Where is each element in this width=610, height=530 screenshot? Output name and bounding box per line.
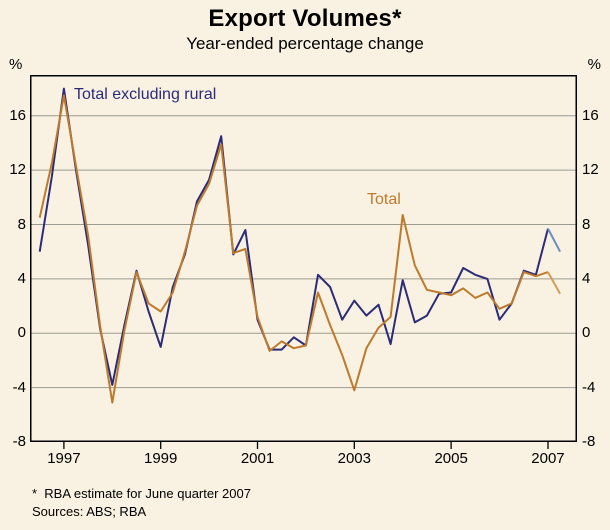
y-tick-label: 8 <box>17 215 26 233</box>
y-tick-label: -4 <box>582 378 596 396</box>
series-line-total-excluding-rural <box>38 87 549 386</box>
y-tick-label: -4 <box>12 378 26 396</box>
y-tick-label: 4 <box>17 269 26 287</box>
y-tick-label: 16 <box>582 106 599 124</box>
y-axis-unit-left: % <box>9 56 23 73</box>
x-tick-label: 2007 <box>531 450 565 467</box>
y-tick-label: 0 <box>17 324 26 342</box>
y-tick-label: 12 <box>9 161 26 179</box>
x-tick-label: 2001 <box>240 450 275 467</box>
y-tick-label: 4 <box>582 269 591 287</box>
sources: Sources: ABS; RBA <box>32 504 147 519</box>
series-label-total-excluding-rural: Total excluding rural <box>74 86 217 103</box>
y-tick-label: 16 <box>9 106 26 124</box>
footnote: * RBA estimate for June quarter 2007 <box>32 486 251 501</box>
y-axis-unit-right: % <box>587 56 601 73</box>
plot-area <box>30 75 577 452</box>
chart-title: Export Volumes* <box>208 5 402 32</box>
chart-subtitle: Year-ended percentage change <box>186 34 424 53</box>
plot-frame <box>30 75 577 442</box>
x-tick-label: 1999 <box>144 450 178 467</box>
series-line-total <box>38 94 549 404</box>
y-tick-label: -8 <box>12 433 26 450</box>
x-tick-label: 2003 <box>337 450 371 467</box>
series-label-total: Total <box>367 191 401 208</box>
x-tick-label: 2005 <box>434 450 468 467</box>
series-line-estimate <box>547 228 561 253</box>
series-line-estimate <box>547 271 561 295</box>
y-tick-label: 0 <box>582 324 591 342</box>
x-tick-label: 1997 <box>47 450 81 467</box>
y-tick-label: 8 <box>582 215 591 233</box>
chart-canvas <box>30 75 577 449</box>
y-tick-label: -8 <box>582 433 596 450</box>
y-tick-label: 12 <box>582 161 599 179</box>
